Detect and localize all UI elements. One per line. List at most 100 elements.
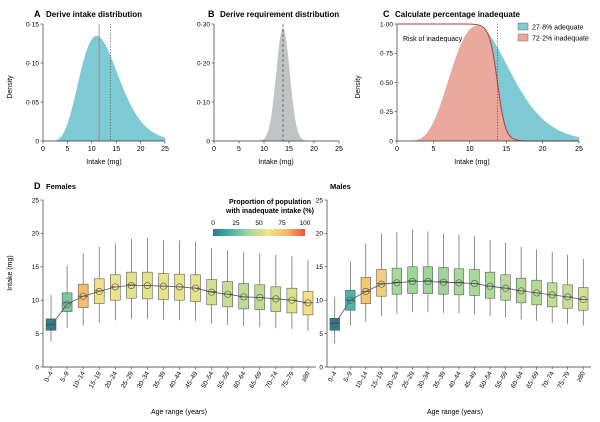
males-category-label: 20–24 (386, 370, 401, 389)
panel-b-y-tick-label: 0·30 (197, 21, 210, 28)
panel-c-ylabel: Density (355, 75, 362, 99)
males-mean-marker (564, 293, 572, 301)
panel-b: B Derive requirement distribution Intake… (197, 9, 343, 166)
males-category-label: 45–49 (463, 370, 478, 389)
females-category-label: 10–14 (72, 370, 87, 389)
panel-a-x-tick-label: 25 (161, 146, 169, 153)
males-mean-marker (424, 277, 432, 285)
colorbar-tick-label: 50 (255, 220, 263, 227)
males-mean-marker (408, 277, 416, 285)
panel-a-x-tick-label: 10 (88, 146, 96, 153)
males-category-label: 10–14 (354, 370, 369, 389)
males-mean-marker (517, 287, 525, 295)
legend-label-inadequate: 72·2% inadequate (532, 36, 589, 43)
panel-b-y-tick-label: 0·10 (197, 99, 210, 106)
colorbar-tick-label: 0 (211, 220, 215, 227)
panel-a-x-tick-label: 20 (137, 146, 145, 153)
panel-a-x-tick-label: 0 (41, 146, 45, 153)
males-box (422, 266, 434, 294)
colorbar-title-line1: Proportion of population (229, 199, 311, 206)
males-y-tick-label: 5 (319, 331, 323, 338)
females-category-label: 15–19 (88, 370, 103, 389)
colorbar-tick-label: 25 (232, 220, 240, 227)
panel-a-y-tick-label: 0·10 (26, 60, 39, 67)
males-mean-marker (486, 282, 494, 290)
males-mean-marker (455, 279, 463, 287)
females-mean-marker (63, 300, 71, 308)
males-box (391, 267, 402, 295)
males-category-label: 65–69 (525, 370, 540, 389)
males-mean-marker (439, 278, 447, 286)
females-mean-marker (111, 283, 119, 291)
males-y-tick-label: 15 (316, 264, 324, 271)
females-category-label: 65–69 (248, 370, 263, 389)
males-mean-marker (331, 320, 339, 328)
females-category-label: ≥80 (300, 370, 312, 383)
panel-b-x-tick-label: 15 (285, 146, 293, 153)
males-box (453, 268, 465, 296)
males-mean-marker (548, 291, 556, 299)
males-y-tick-label: 25 (316, 197, 324, 204)
intake-distribution-area (43, 35, 165, 142)
colorbar: Proportion of population with inadequate… (211, 199, 314, 236)
females-y-tick-label: 5 (35, 331, 39, 338)
legend-swatch-adequate (517, 22, 529, 31)
males-title: Males (330, 182, 351, 191)
females-category-label: 30–34 (136, 370, 151, 389)
panel-a-y-tick-label: 0 (35, 138, 39, 145)
panel-a-title: Derive intake distribution (46, 10, 142, 19)
panel-c-x-tick-label: 15 (502, 146, 510, 153)
panel-c-x-tick-label: 20 (539, 146, 547, 153)
males-mean-marker (362, 288, 370, 296)
panel-a-ylabel: Density (7, 75, 14, 99)
females-category-label: 5–9 (59, 370, 71, 383)
females-mean-marker (47, 322, 55, 330)
females-mean-marker (288, 296, 296, 304)
males-plot: 0 5 10 15 20 25 0–4 5–9 10–14 15–19 20–24 25–29 30–3… (316, 197, 591, 390)
panel-c-plot: 0 5 10 15 20 25 0 0·25 0·50 0·75 1·00 (380, 21, 583, 153)
females-box (302, 291, 314, 316)
females-category-label: 55–59 (216, 370, 231, 389)
males-mean-marker (533, 289, 541, 297)
panel-c-legend: 27·8% adequate 72·2% inadequate (517, 22, 589, 43)
panel-c-letter: C (383, 9, 390, 19)
panel-a-plot: 0 5 10 15 20 25 0 0·05 0·10 0·15 (26, 21, 169, 153)
females-mean-marker (79, 292, 87, 300)
colorbar-ticks: 0 25 50 75 100 (211, 220, 311, 227)
males-category-label: 55–59 (494, 370, 509, 389)
females-y-tick-label: 20 (32, 231, 40, 238)
females-title: Females (46, 182, 76, 191)
males-box (469, 269, 480, 296)
females-mean-marker (192, 284, 200, 292)
panel-d: D Females Males Intake (mg) Age range (y… (7, 181, 591, 416)
panel-a-x-tick-label: 15 (112, 146, 120, 153)
colorbar-gradient (213, 229, 305, 236)
panel-a-xlabel: Intake (mg) (86, 159, 121, 166)
females-plot: 0 5 10 15 20 25 0–4 5–9 10–14 15–19 20–24 25–29 30–3… (32, 197, 316, 390)
females-mean-marker (95, 288, 103, 296)
males-category-label: 35–39 (432, 370, 447, 389)
males-mean-marker (579, 296, 587, 304)
colorbar-title-line2: with inadequate intake (%) (225, 208, 314, 215)
panel-c-x-tick-label: 0 (395, 146, 399, 153)
females-category-label: 35–39 (152, 370, 167, 389)
males-category-label: 75–79 (556, 370, 571, 389)
females-mean-marker (272, 295, 280, 303)
females-category-label: 45–49 (184, 370, 199, 389)
panel-c: C Calculate percentage inadequate Densit… (355, 9, 589, 166)
males-box (484, 271, 496, 299)
males-box (376, 269, 387, 297)
females-mean-marker (224, 290, 232, 298)
panel-a-letter: A (34, 9, 41, 19)
panel-b-xlabel: Intake (mg) (258, 159, 293, 166)
females-y-tick-label: 15 (32, 264, 40, 271)
panel-c-xlabel: Intake (mg) (454, 159, 489, 166)
panel-b-x-tick-label: 25 (335, 146, 343, 153)
females-category-label: 60–64 (232, 370, 247, 389)
requirement-distribution-area (214, 27, 339, 141)
legend-swatch-inadequate (517, 33, 529, 42)
females-box (110, 274, 121, 301)
females-category-label: 40–44 (168, 370, 183, 389)
males-box (360, 277, 371, 304)
